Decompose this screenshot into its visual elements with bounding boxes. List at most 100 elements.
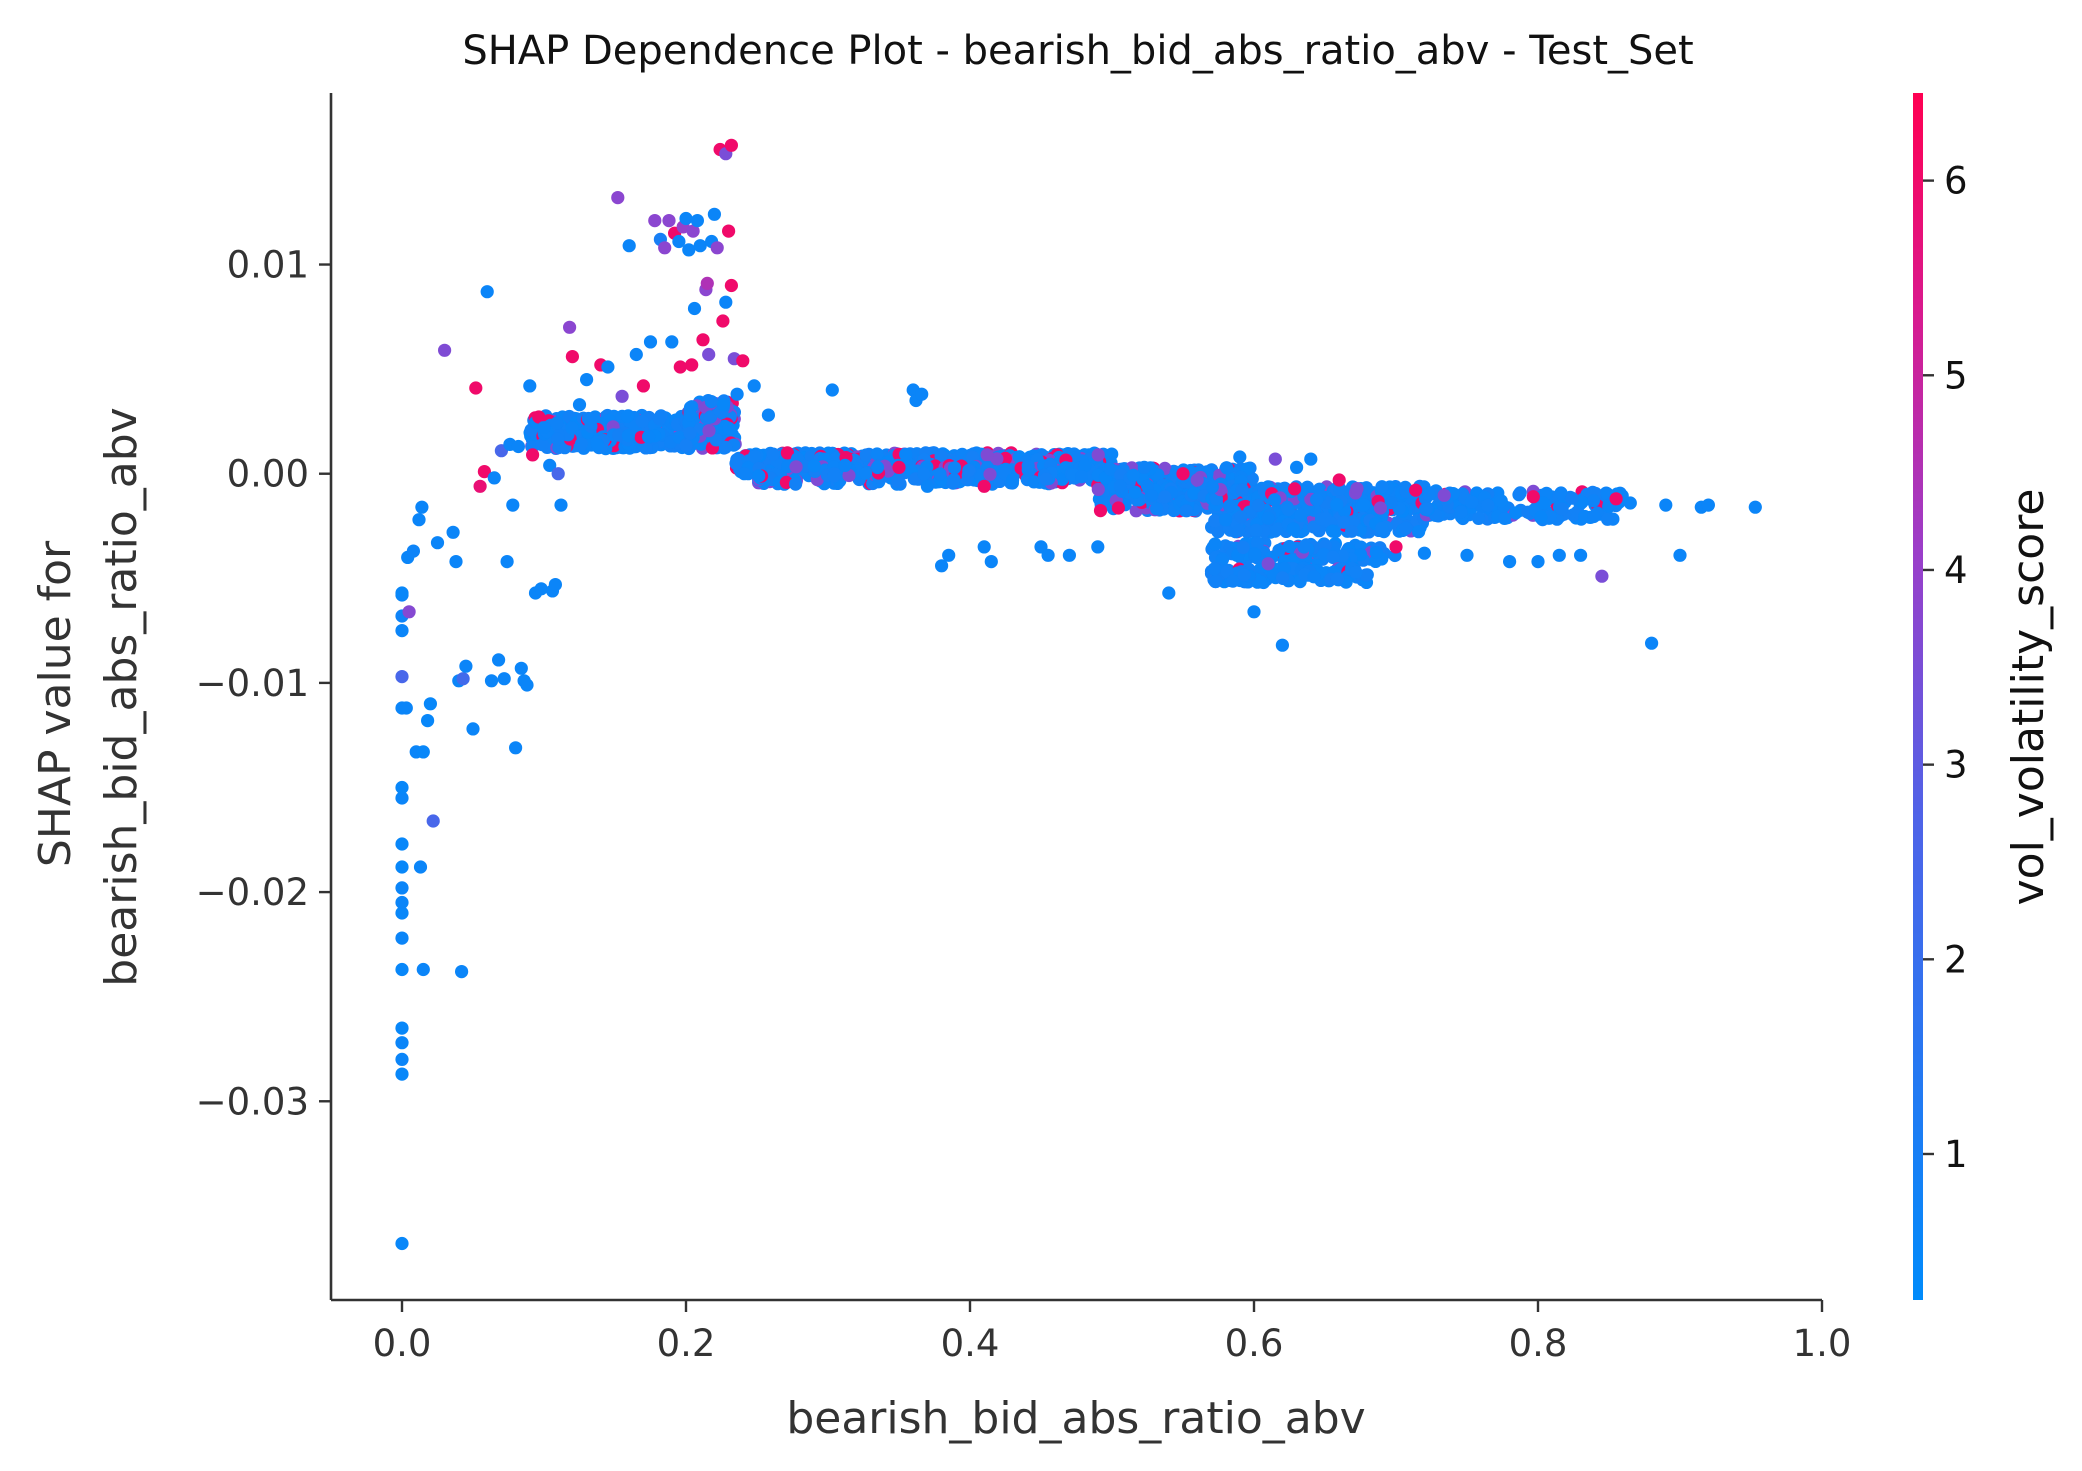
scatter-point (707, 207, 722, 221)
y-tick-label: −0.02 (196, 871, 309, 914)
scatter-point (1586, 494, 1600, 508)
scatter-point (426, 814, 440, 828)
scatter-point (679, 211, 693, 226)
scatter-point (1454, 505, 1468, 519)
scatter-point (395, 837, 409, 851)
colorbar-tick-label: 6 (1944, 160, 1968, 203)
scatter-point (1249, 523, 1263, 538)
scatter-point (551, 467, 565, 481)
scatter-point (935, 559, 949, 573)
scatter-point (1062, 548, 1076, 562)
scatter-point (1297, 540, 1311, 554)
scatter-point (1179, 504, 1193, 518)
scatter-point (662, 214, 676, 228)
scatter-point (1271, 522, 1285, 536)
scatter-point (554, 498, 568, 512)
scatter-point (683, 426, 697, 440)
x-axis-label: bearish_bid_abs_ratio_abv (786, 1393, 1365, 1444)
scatter-point (1275, 638, 1289, 652)
x-tick-label: 0.2 (657, 1322, 716, 1365)
scatter-point (983, 467, 997, 481)
scatter-point (1422, 488, 1436, 502)
scatter-point (934, 449, 948, 463)
scatter-point (703, 410, 718, 424)
scatter-point (652, 412, 667, 426)
scatter-point (1345, 524, 1359, 538)
scatter-point (1272, 543, 1286, 557)
scatter-point (1645, 636, 1659, 650)
scatter-point (473, 479, 487, 493)
x-tick-label: 1.0 (1793, 1322, 1852, 1365)
plot-axes (329, 93, 1822, 1302)
scatter-point (395, 860, 409, 874)
scatter-point (915, 387, 929, 401)
scatter-point (492, 653, 506, 667)
scatter-point (1231, 524, 1246, 538)
scatter-point (1294, 508, 1308, 522)
scatter-point (1091, 448, 1105, 462)
scatter-point (665, 335, 679, 349)
scatter-point (523, 379, 537, 393)
scatter-point (648, 214, 662, 228)
scatter-point (1412, 525, 1426, 539)
x-tick-label: 0.0 (373, 1322, 432, 1365)
scatter-point (724, 138, 739, 152)
scatter-point (1140, 479, 1155, 493)
scatter-point (1503, 555, 1517, 569)
scatter-point (1494, 494, 1508, 508)
scatter-point (1209, 574, 1223, 589)
scatter-point (1437, 488, 1451, 502)
scatter-point (1205, 480, 1219, 494)
scatter-point (563, 320, 577, 334)
scatter-point (1304, 452, 1318, 466)
scatter-point (622, 239, 636, 253)
scatter-point (1325, 524, 1340, 538)
scatter-point (511, 439, 525, 454)
scatter-point (780, 446, 795, 460)
scatter-point (1526, 490, 1540, 504)
colorbar-tick-label: 2 (1944, 938, 1968, 981)
scatter-point (1261, 511, 1275, 525)
scatter-point (1673, 548, 1687, 562)
scatter-point (1552, 548, 1566, 562)
scatter-point (1565, 491, 1579, 505)
scatter-point (942, 548, 956, 562)
scatter-point (1369, 546, 1383, 560)
scatter-point (551, 432, 565, 446)
scatter-point (395, 624, 409, 638)
scatter-point (920, 479, 935, 493)
scatter-point (716, 398, 731, 412)
scatter-point (466, 722, 480, 736)
scatter-point (636, 379, 651, 393)
scatter-point (1595, 569, 1609, 583)
scatter-point (395, 962, 409, 977)
scatter-point (748, 449, 762, 464)
scatter-point (635, 414, 649, 428)
scatter-point (827, 469, 841, 483)
scatter-point (1150, 502, 1164, 516)
scatter-point (484, 674, 499, 688)
scatter-point (611, 191, 625, 205)
scatter-point (1223, 499, 1237, 513)
scatter-point (395, 1236, 409, 1251)
scatter-point (643, 335, 658, 349)
scatter-point (514, 661, 528, 675)
scatter-point (1190, 473, 1204, 487)
scatter-point (1472, 511, 1486, 525)
scatter-point (687, 301, 702, 316)
scatter-point (736, 354, 750, 368)
scatter-point (702, 347, 716, 362)
scatter-point (719, 295, 733, 309)
scatter-point (412, 513, 426, 527)
scatter-point (1748, 500, 1762, 514)
colorbar-tick-label: 1 (1944, 1133, 1968, 1176)
scatter-point (416, 962, 430, 977)
scatter-point (1261, 557, 1275, 571)
scatter-point (977, 479, 991, 493)
scatter-point (629, 347, 643, 362)
scatter-point (789, 477, 803, 491)
scatter-point (974, 468, 988, 482)
scatter-point (1207, 562, 1221, 576)
scatter-point (421, 714, 435, 728)
scatter-point (1290, 460, 1304, 474)
